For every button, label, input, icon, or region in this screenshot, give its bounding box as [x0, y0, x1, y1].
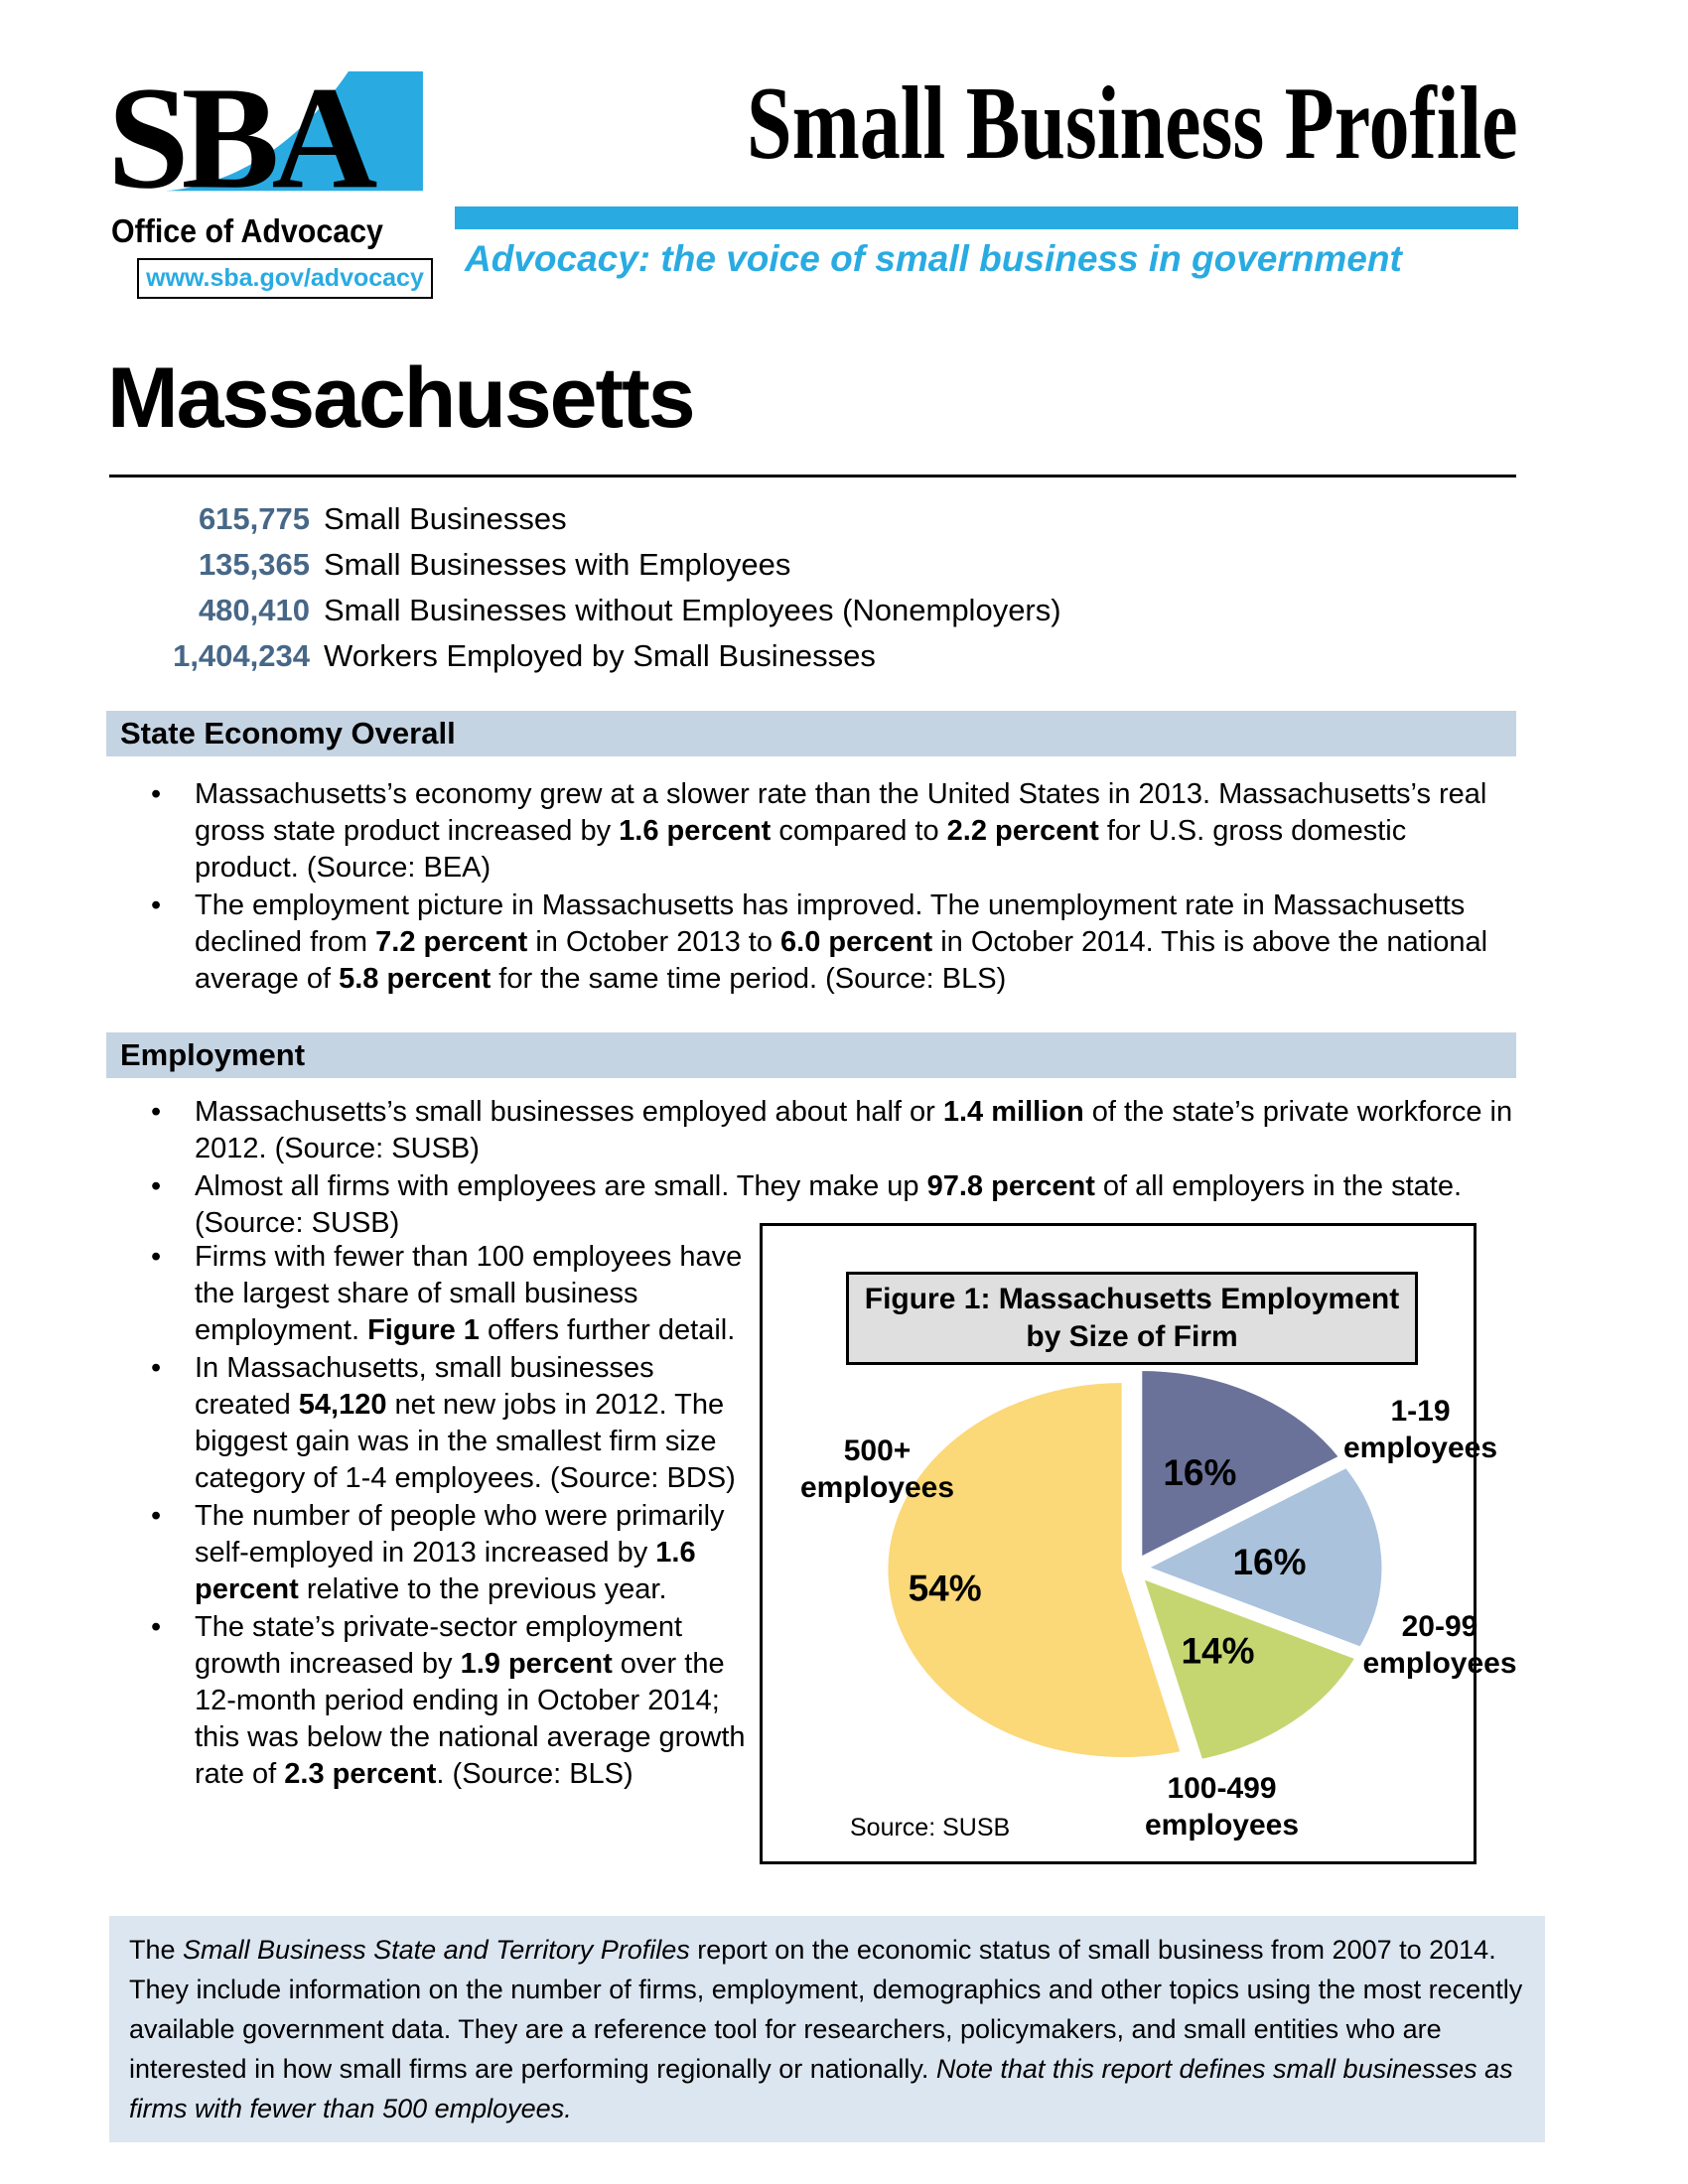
stat-label: Small Businesses without Employees (None…: [324, 593, 1061, 627]
bullet-item: The employment picture in Massachusetts …: [111, 887, 1516, 998]
text-segment: relative to the previous year.: [298, 1573, 667, 1605]
title-rule: [109, 475, 1516, 478]
state-economy-bullets: Massachusetts’s economy grew at a slower…: [111, 776, 1516, 999]
stat-label: Small Businesses: [324, 501, 567, 536]
text-segment: of all employers in the state. (Source: …: [195, 1170, 1463, 1239]
stat-row: 1,404,234 Workers Employed by Small Busin…: [111, 638, 1061, 684]
text-segment: 2.3 percent: [284, 1758, 437, 1790]
text-segment: over the 12-month period ending in Octob…: [195, 1648, 746, 1790]
pie-slice-20-99-employees: [1143, 1464, 1385, 1650]
text-segment: Almost all firms with employees are smal…: [195, 1170, 927, 1202]
text-segment: for the same time period. (Source: BLS): [491, 963, 1007, 995]
stat-label: Workers Employed by Small Businesses: [324, 638, 876, 673]
text-segment: net new jobs in 2012. The biggest gain w…: [195, 1389, 736, 1494]
section-heading-state-economy: State Economy Overall: [106, 711, 1516, 756]
text-segment: report on the economic status of small b…: [129, 1935, 1523, 2084]
pie-label-500-plus-employees: 500+ employees: [799, 1434, 955, 1504]
stat-value: 480,410: [198, 593, 310, 627]
text-segment: The employment picture in Massachusetts …: [195, 889, 1466, 958]
pie-slice-1-19-employees: [1139, 1367, 1343, 1561]
office-of-advocacy-label: Office of Advocacy: [111, 212, 383, 249]
header-divider-bar: [455, 206, 1518, 229]
bullet-item: Massachusetts’s economy grew at a slower…: [111, 776, 1516, 887]
pie-slice-500+-employees: [885, 1379, 1185, 1760]
text-segment: 1.4 million: [942, 1096, 1084, 1128]
employment-bullets-left-column: Firms with fewer than 100 employees have…: [111, 1239, 747, 1794]
figure-1: 16% 16% 14% 54% Figure 1: Massachusetts Emp…: [760, 1223, 1517, 1864]
logo-swoosh-icon: [165, 70, 423, 192]
key-stats: 615,775 Small Businesses 135,365 Small Busi…: [111, 501, 1061, 684]
text-segment: The number of people who were primarily …: [195, 1500, 725, 1569]
employment-bullets-full: Massachusetts’s small businesses employe…: [111, 1094, 1516, 1243]
text-segment: 5.8 percent: [339, 963, 492, 995]
text-segment: of the state’s private workforce in 2012…: [195, 1096, 1513, 1164]
text-segment: Massachusetts’s small businesses employe…: [195, 1096, 943, 1128]
text-segment: 1.6 percent: [195, 1537, 696, 1605]
pie-label-1-19-employees: 1-19 employees: [1342, 1395, 1498, 1464]
pie-percent-label: 16%: [1163, 1452, 1236, 1493]
stat-row: 480,410 Small Businesses without Employee…: [111, 593, 1061, 638]
text-segment: 2.2 percent: [946, 815, 1099, 847]
text-segment: 7.2 percent: [375, 926, 528, 958]
pie-label-20-99-employees: 20-99 employees: [1362, 1610, 1517, 1680]
stat-row: 615,775 Small Businesses: [111, 501, 1061, 547]
stat-value: 1,404,234: [173, 638, 310, 673]
stat-row: 135,365 Small Businesses with Employees: [111, 547, 1061, 593]
header-tagline: Advocacy: the voice of small business in…: [465, 238, 1402, 279]
text-segment: in October 2013 to: [527, 926, 781, 958]
stat-value: 135,365: [198, 547, 310, 582]
stat-label: Small Businesses with Employees: [324, 547, 791, 582]
pie-label-100-499-employees: 100-499 employees: [1144, 1772, 1300, 1842]
text-segment: Note that this report defines small busi…: [129, 2054, 1513, 2123]
bullet-item: In Massachusetts, small businesses creat…: [111, 1350, 747, 1497]
text-segment: In Massachusetts, small businesses creat…: [195, 1352, 654, 1421]
text-segment: Small Business State and Territory Profi…: [183, 1935, 690, 1965]
pie-percent-label: 54%: [909, 1569, 982, 1609]
text-segment: 1.6 percent: [619, 815, 772, 847]
bullet-item: The number of people who were primarily …: [111, 1498, 747, 1608]
text-segment: The: [129, 1935, 184, 1965]
stat-value: 615,775: [198, 501, 310, 536]
pie-slice-100-499-employees: [1140, 1574, 1359, 1763]
logo-letters: SBA: [111, 66, 376, 212]
section-heading-employment: Employment: [106, 1032, 1516, 1078]
figure-title: Figure 1: Massachusetts Employment by Si…: [846, 1272, 1418, 1365]
text-segment: 6.0 percent: [780, 926, 933, 958]
text-segment: The state’s private-sector employment gr…: [195, 1611, 683, 1680]
sba-logo: SBA Office of Advocacy www.sba.gov/advoc…: [111, 66, 435, 299]
bullet-item: Massachusetts’s small businesses employe…: [111, 1094, 1516, 1167]
masthead-title: Small Business Profile: [747, 65, 1518, 181]
text-segment: 97.8 percent: [926, 1170, 1095, 1202]
figure-source: Source: SUSB: [850, 1814, 1011, 1842]
bullet-item: Almost all firms with employees are smal…: [111, 1168, 1516, 1242]
text-segment: . (Source: BLS): [436, 1758, 633, 1790]
sba-logo-icon: SBA: [111, 66, 423, 212]
text-segment: Massachusetts’s economy grew at a slower…: [195, 778, 1487, 847]
text-segment: 1.9 percent: [460, 1648, 613, 1680]
pie-chart: 16% 16% 14% 54%: [885, 1367, 1385, 1763]
text-segment: offers further detail.: [479, 1314, 736, 1346]
text-segment: in October 2014. This is above the natio…: [195, 926, 1488, 995]
state-title: Massachusetts: [107, 350, 696, 446]
text-segment: compared to: [771, 815, 947, 847]
pie-percent-label: 14%: [1181, 1630, 1254, 1671]
bullet-item: Firms with fewer than 100 employees have…: [111, 1239, 747, 1349]
bullet-item: The state’s private-sector employment gr…: [111, 1609, 747, 1793]
pie-percent-label: 16%: [1232, 1542, 1306, 1582]
text-segment: Figure 1: [367, 1314, 480, 1346]
text-segment: for U.S. gross domestic product. (Source…: [195, 815, 1407, 884]
footer-note: The Small Business State and Territory P…: [109, 1916, 1545, 2142]
text-segment: 54,120: [298, 1389, 387, 1421]
text-segment: Firms with fewer than 100 employees have…: [195, 1241, 743, 1346]
advocacy-url-link[interactable]: www.sba.gov/advocacy: [137, 258, 433, 299]
